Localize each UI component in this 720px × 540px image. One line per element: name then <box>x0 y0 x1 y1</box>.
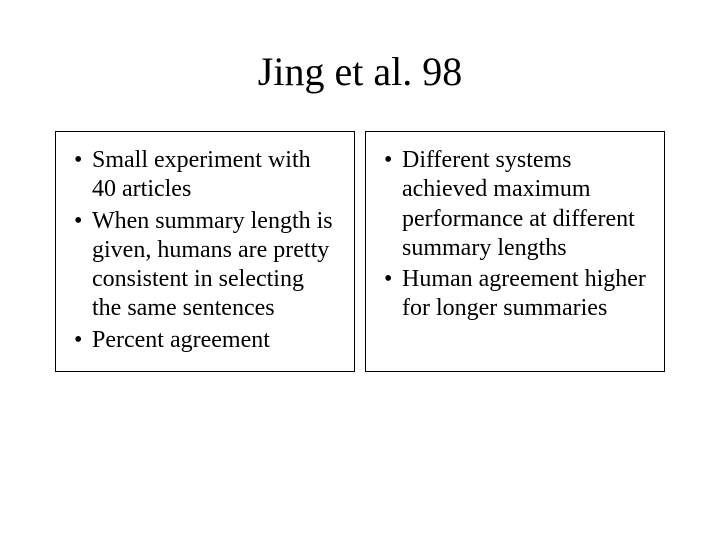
right-bullet-list: Different systems achieved maximum perfo… <box>382 146 648 324</box>
right-column: Different systems achieved maximum perfo… <box>365 131 665 372</box>
list-item: When summary length is given, humans are… <box>72 207 338 324</box>
left-column: Small experiment with 40 articles When s… <box>55 131 355 372</box>
list-item: Percent agreement <box>72 326 338 355</box>
left-bullet-list: Small experiment with 40 articles When s… <box>72 146 338 355</box>
columns-container: Small experiment with 40 articles When s… <box>48 131 672 372</box>
list-item: Human agreement higher for longer summar… <box>382 265 648 324</box>
slide-title: Jing et al. 98 <box>48 48 672 95</box>
list-item: Different systems achieved maximum perfo… <box>382 146 648 263</box>
list-item: Small experiment with 40 articles <box>72 146 338 205</box>
slide: Jing et al. 98 Small experiment with 40 … <box>0 0 720 540</box>
